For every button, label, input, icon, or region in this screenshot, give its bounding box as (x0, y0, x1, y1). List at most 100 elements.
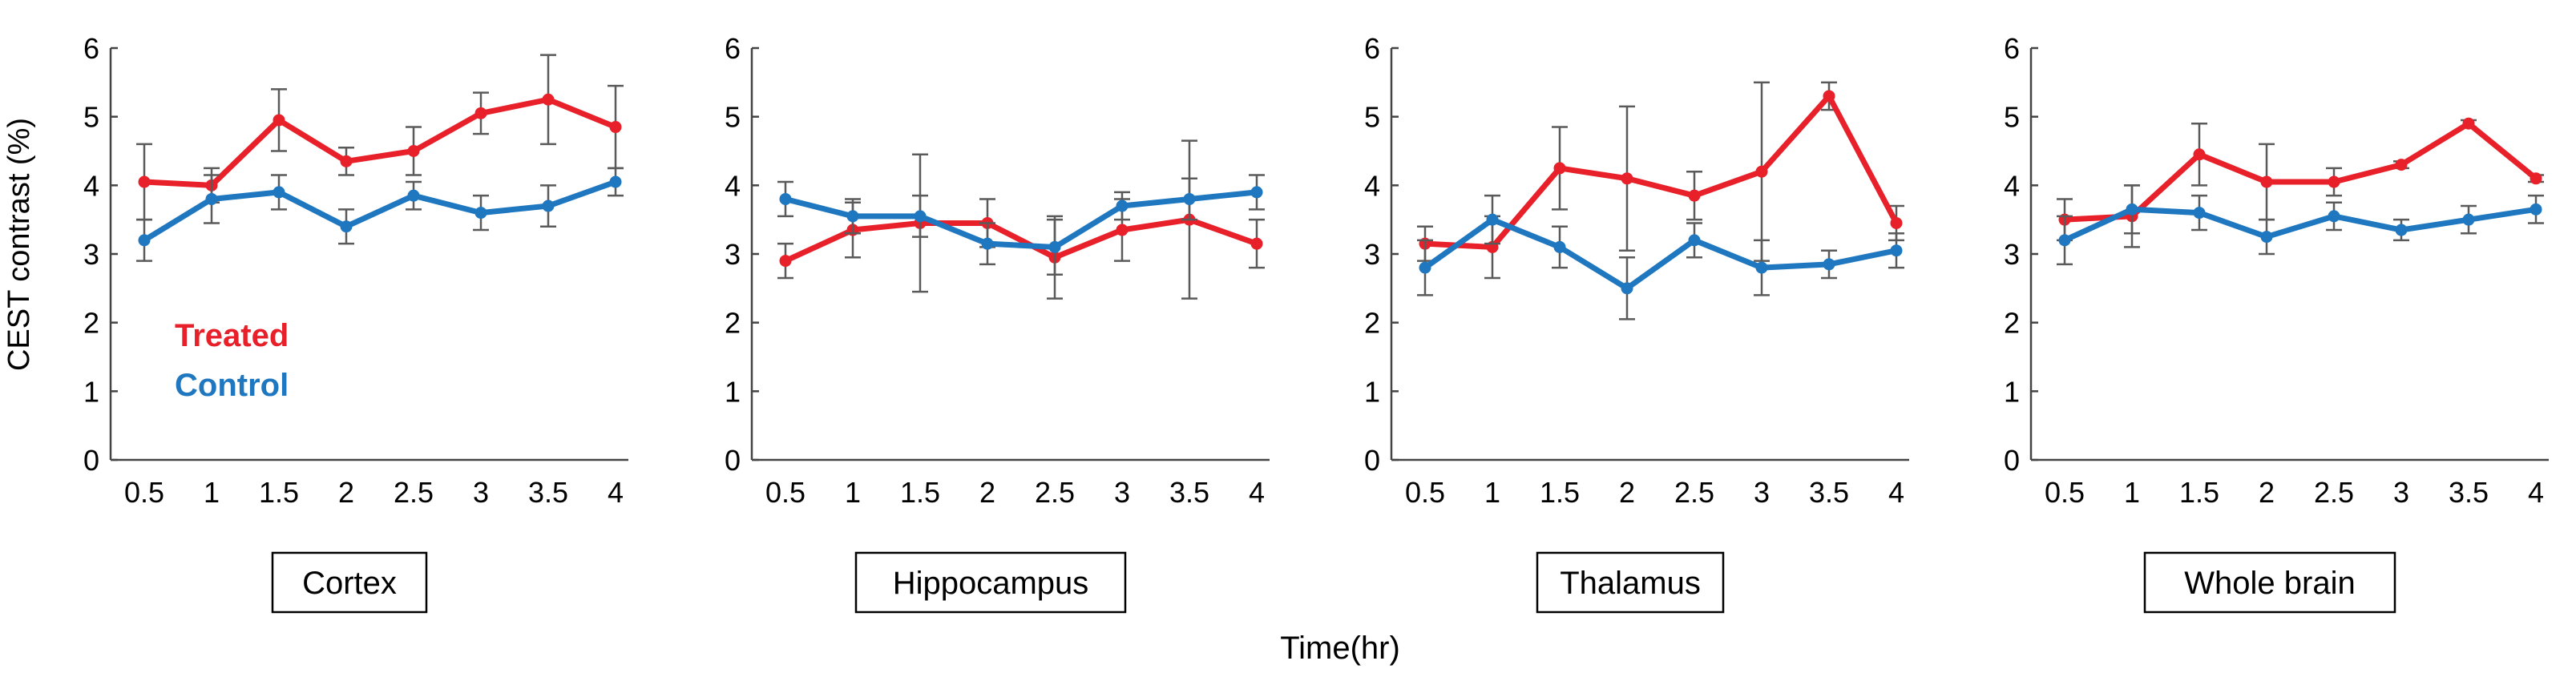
series-control (2057, 184, 2544, 266)
data-point (138, 175, 151, 188)
data-point (2058, 234, 2071, 247)
x-tick-label: 0.5 (1405, 476, 1445, 509)
y-axis-label: CEST contrast (%) (2, 118, 36, 371)
legend: Treated Control (175, 318, 289, 403)
data-point (2260, 231, 2273, 244)
data-point (1688, 234, 1701, 247)
data-point (2193, 148, 2206, 161)
x-tick-label: 2.5 (1674, 476, 1714, 509)
panel-hippocampus: 0 1 2 3 4 5 6 0.5 1 1.5 2 2.5 3 3.5 4 Hippocampus (725, 32, 1270, 614)
data-point (205, 192, 218, 205)
series-line (1424, 93, 1900, 250)
x-tick-label: 3 (1754, 476, 1770, 509)
data-point (2395, 224, 2408, 236)
x-tick-label: 2 (2259, 476, 2275, 509)
data-point (474, 207, 487, 220)
data-point (1890, 244, 1903, 257)
data-point (2462, 117, 2475, 130)
y-tick-label: 0 (725, 444, 741, 477)
x-tick-label: 3.5 (528, 476, 568, 509)
series-line (2063, 206, 2537, 244)
data-point (542, 93, 555, 106)
data-point (2260, 175, 2273, 188)
y-tick-label: 2 (83, 307, 99, 340)
data-point (1419, 261, 1431, 274)
y-tick-label: 3 (83, 238, 99, 271)
data-point (1823, 90, 1835, 103)
x-tick-label: 4 (1249, 476, 1265, 509)
data-point (846, 210, 859, 223)
y-tick-label: 6 (1364, 32, 1380, 65)
legend-control: Control (175, 368, 289, 403)
y-tick-label: 2 (725, 307, 741, 340)
data-point (1250, 186, 1263, 199)
y-tick-label: 0 (83, 444, 99, 477)
y-tick-label: 5 (83, 101, 99, 134)
series-line (1423, 216, 1897, 292)
x-tick-label: 0.5 (124, 476, 164, 509)
panel-title-box (1536, 551, 1725, 614)
data-point (340, 220, 353, 233)
x-tick-label: 1.5 (900, 476, 940, 509)
x-tick-label: 3 (473, 476, 489, 509)
data-point (1553, 162, 1566, 175)
x-tick-label: 1 (845, 476, 861, 509)
series-treated (1417, 81, 1904, 280)
y-tick-label: 5 (2004, 101, 2020, 134)
y-tick-label: 2 (2004, 307, 2020, 340)
data-point (2193, 207, 2206, 220)
y-tick-label: 2 (1364, 307, 1380, 340)
x-tick-label: 3.5 (1169, 476, 1209, 509)
data-point (779, 255, 792, 268)
data-point (1183, 192, 1196, 205)
y-tick-label: 4 (725, 169, 741, 202)
panel-thalamus: 0 1 2 3 4 5 6 0.5 1 1.5 2 2.5 3 3.5 4 Thalamus (1364, 32, 1909, 614)
data-point (609, 121, 622, 134)
y-tick-label: 6 (2004, 32, 2020, 65)
panel-title-box (271, 551, 428, 614)
panel-title: Hippocampus (893, 566, 1089, 601)
data-point (1486, 213, 1499, 226)
series-line (784, 216, 1258, 264)
x-tick-label: 1.5 (259, 476, 299, 509)
x-tick-label: 3 (2393, 476, 2409, 509)
panel-title: Cortex (302, 566, 397, 601)
data-point (407, 189, 420, 202)
panel-title-box (854, 551, 1127, 614)
data-point (273, 114, 285, 127)
x-tick-label: 3.5 (1809, 476, 1849, 509)
panel-title: Thalamus (1560, 566, 1701, 601)
x-tick-label: 4 (2528, 476, 2544, 509)
legend-treated: Treated (175, 318, 289, 353)
data-point (474, 107, 487, 119)
series-control (136, 167, 624, 262)
data-point (981, 237, 994, 250)
data-point (542, 199, 555, 212)
data-point (2395, 159, 2408, 171)
data-point (1250, 237, 1263, 250)
y-tick-label: 1 (725, 375, 741, 408)
y-tick-label: 1 (1364, 375, 1380, 408)
x-tick-label: 2.5 (2314, 476, 2354, 509)
data-point (138, 234, 151, 247)
x-tick-label: 2 (1619, 476, 1635, 509)
panel-whole-brain: 0 1 2 3 4 5 6 0.5 1 1.5 2 2.5 3 3.5 4 Whole brain (2004, 32, 2549, 614)
data-point (407, 145, 420, 157)
panel-cortex: 0 1 2 3 4 5 6 0.5 1 1.5 2 2.5 3 3.5 4 Cortex (83, 32, 628, 614)
data-point (1621, 172, 1633, 185)
series-control (777, 174, 1265, 276)
data-point (2126, 203, 2138, 216)
data-point (1621, 282, 1633, 295)
y-tick-label: 3 (2004, 238, 2020, 271)
x-tick-label: 1 (2124, 476, 2140, 509)
y-tick-label: 5 (725, 101, 741, 134)
x-tick-label: 3.5 (2449, 476, 2489, 509)
data-point (2530, 203, 2542, 216)
y-tick-label: 3 (725, 238, 741, 271)
x-axis-label: Time(hr) (1280, 631, 1400, 666)
data-point (340, 155, 353, 167)
x-tick-label: 4 (608, 476, 624, 509)
y-tick-label: 6 (83, 32, 99, 65)
series-line (2064, 120, 2538, 223)
